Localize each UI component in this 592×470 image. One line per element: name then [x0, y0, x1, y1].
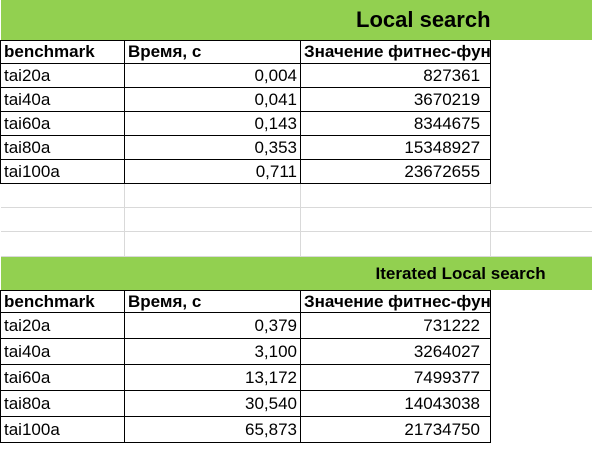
fitness-cell[interactable]: 14043038	[300, 390, 491, 417]
table-row: tai100a 65,873 21734750	[0, 416, 592, 443]
section-title-row: Iterated Local search	[0, 256, 592, 291]
time-cell[interactable]: 30,540	[124, 390, 301, 417]
table-row: tai60a 0,143 8344675	[0, 110, 592, 136]
benchmark-cell[interactable]: tai40a	[0, 86, 125, 112]
time-cell[interactable]: 0,379	[124, 312, 301, 339]
benchmark-cell[interactable]: tai80a	[0, 390, 125, 417]
table-row: tai80a 30,540 14043038	[0, 390, 592, 417]
header-fitness[interactable]: Значение фитнес-функции	[300, 290, 491, 313]
section-title: Local search	[0, 0, 491, 40]
time-cell[interactable]: 3,100	[124, 338, 301, 365]
fitness-cell[interactable]: 3670219	[299, 86, 492, 112]
benchmark-cell[interactable]: tai100a	[0, 158, 125, 184]
time-cell[interactable]: 65,873	[124, 416, 301, 443]
fitness-cell[interactable]: 3264027	[300, 338, 491, 365]
table-row: tai80a 0,353 15348927	[0, 134, 592, 160]
benchmark-cell[interactable]: tai100a	[0, 416, 125, 443]
time-cell[interactable]: 0,143	[124, 110, 301, 136]
header-time[interactable]: Время, с	[124, 39, 301, 64]
header-benchmark[interactable]: benchmark	[0, 39, 125, 64]
fitness-cell[interactable]: 8344675	[299, 110, 492, 136]
table-row: tai20a 0,004 827361	[0, 62, 592, 88]
local-search-section: Local search benchmark Время, с Значение…	[0, 0, 592, 257]
benchmark-cell[interactable]: tai60a	[0, 364, 125, 391]
header-row: benchmark Время, с Значение фитнес-функц…	[0, 290, 592, 313]
empty-row	[0, 183, 592, 208]
empty-row	[0, 207, 592, 232]
time-cell[interactable]: 0,353	[124, 134, 301, 160]
benchmark-cell[interactable]: tai20a	[0, 312, 125, 339]
fitness-cell[interactable]: 21734750	[300, 416, 491, 443]
benchmark-cell[interactable]: tai20a	[0, 62, 125, 88]
table-row: tai60a 13,172 7499377	[0, 364, 592, 391]
fitness-cell[interactable]: 827361	[299, 62, 492, 88]
table-row: tai100a 0,711 23672655	[0, 158, 592, 184]
benchmark-cell[interactable]: tai60a	[0, 110, 125, 136]
section-title-row: Local search	[0, 0, 592, 40]
benchmark-cell[interactable]: tai80a	[0, 134, 125, 160]
fitness-cell[interactable]: 15348927	[299, 134, 492, 160]
header-benchmark[interactable]: benchmark	[0, 290, 125, 313]
fitness-cell[interactable]: 731222	[300, 312, 491, 339]
benchmark-cell[interactable]: tai40a	[0, 338, 125, 365]
table-row: tai40a 3,100 3264027	[0, 338, 592, 365]
table-row: tai20a 0,379 731222	[0, 312, 592, 339]
header-row: benchmark Время, с Значение фитнес-функц…	[0, 39, 592, 64]
table-row: tai40a 0,041 3670219	[0, 86, 592, 112]
fitness-cell[interactable]: 7499377	[300, 364, 491, 391]
time-cell[interactable]: 0,004	[124, 62, 301, 88]
empty-row	[0, 231, 592, 257]
iterated-local-search-section: Iterated Local search benchmark Время, с…	[0, 256, 592, 443]
header-time[interactable]: Время, с	[124, 290, 301, 313]
header-fitness[interactable]: Значение фитнес-функции	[299, 39, 492, 64]
time-cell[interactable]: 13,172	[124, 364, 301, 391]
time-cell[interactable]: 0,711	[124, 158, 301, 184]
fitness-cell[interactable]: 23672655	[299, 158, 492, 184]
time-cell[interactable]: 0,041	[124, 86, 301, 112]
section-title: Iterated Local search	[0, 256, 592, 291]
